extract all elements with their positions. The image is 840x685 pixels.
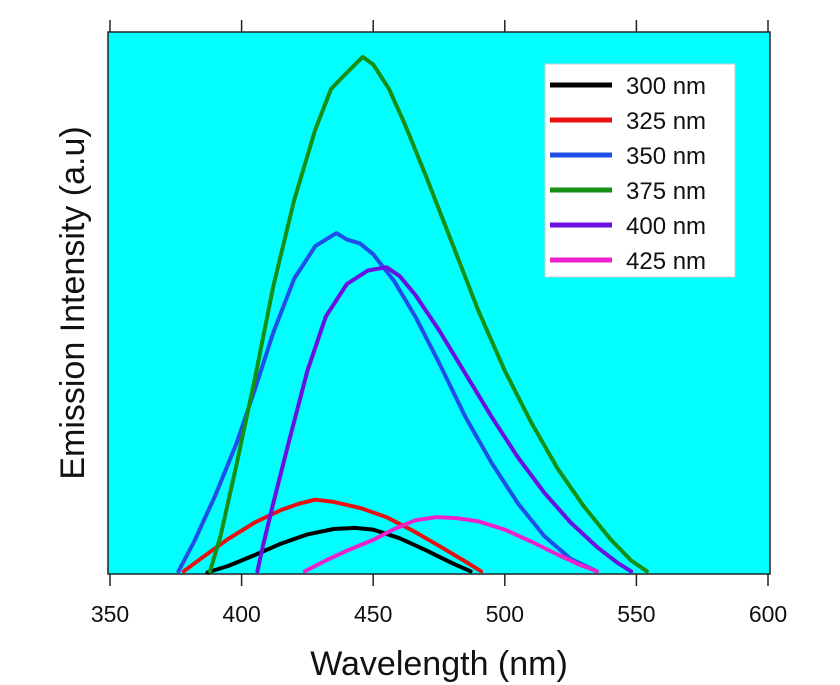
series-line-375-nm <box>208 54 649 574</box>
series-line-425-nm <box>302 515 599 574</box>
series-line-350-nm <box>176 231 599 574</box>
legend-box <box>544 63 736 278</box>
x-tick-label: 450 <box>354 601 392 627</box>
series-lines <box>176 54 649 575</box>
y-axis-title: Emission Intensity (a.u) <box>54 126 92 479</box>
x-tick-label: 350 <box>91 601 129 627</box>
legend-label: 400 nm <box>626 213 706 240</box>
x-axis-title: Wavelength (nm) <box>310 645 568 683</box>
legend-label: 325 nm <box>626 108 706 135</box>
legend-label: 300 nm <box>626 73 706 100</box>
x-tick-label: 600 <box>749 601 787 627</box>
x-tick-label: 400 <box>222 601 260 627</box>
series-line-325-nm <box>181 497 484 574</box>
legend: 300 nm 325 nm 350 nm 375 nm 400 nm 425 nm <box>544 63 736 278</box>
legend-label: 350 nm <box>626 143 706 170</box>
x-tick-label: 500 <box>486 601 524 627</box>
series-line-400-nm <box>255 265 634 574</box>
series-line-300-nm <box>205 525 473 575</box>
legend-label: 425 nm <box>626 248 706 275</box>
legend-label: 375 nm <box>626 178 706 205</box>
x-axis: 350 400 450 500 550 600 <box>91 20 787 627</box>
x-tick-label: 550 <box>617 601 655 627</box>
